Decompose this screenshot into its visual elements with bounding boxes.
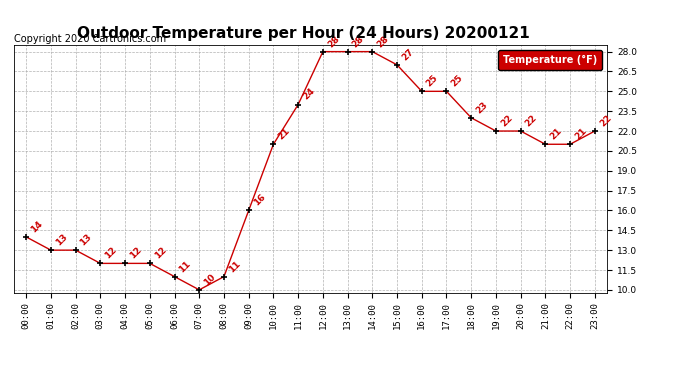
Text: 13: 13 [54,232,69,248]
Text: 11: 11 [177,259,193,274]
Legend: Temperature (°F): Temperature (°F) [498,50,602,70]
Text: Copyright 2020 Cartronics.com: Copyright 2020 Cartronics.com [14,34,166,44]
Text: 28: 28 [375,34,391,49]
Text: Outdoor Temperature per Hour (24 Hours) 20200121: Outdoor Temperature per Hour (24 Hours) … [77,26,530,41]
Text: 16: 16 [252,193,267,208]
Text: 22: 22 [598,113,613,128]
Text: 22: 22 [524,113,539,128]
Text: 11: 11 [227,259,242,274]
Text: 10: 10 [202,272,217,287]
Text: 21: 21 [573,126,589,142]
Text: 23: 23 [474,100,489,115]
Text: 25: 25 [425,74,440,88]
Text: 12: 12 [128,246,144,261]
Text: 22: 22 [499,113,514,128]
Text: 21: 21 [549,126,564,142]
Text: 13: 13 [79,232,94,248]
Text: 28: 28 [351,34,366,49]
Text: 14: 14 [29,219,44,234]
Text: 12: 12 [104,246,119,261]
Text: 12: 12 [152,246,168,261]
Text: 27: 27 [400,47,415,62]
Text: 24: 24 [301,87,317,102]
Text: 28: 28 [326,34,341,49]
Text: 25: 25 [449,74,464,88]
Text: 21: 21 [277,126,292,142]
